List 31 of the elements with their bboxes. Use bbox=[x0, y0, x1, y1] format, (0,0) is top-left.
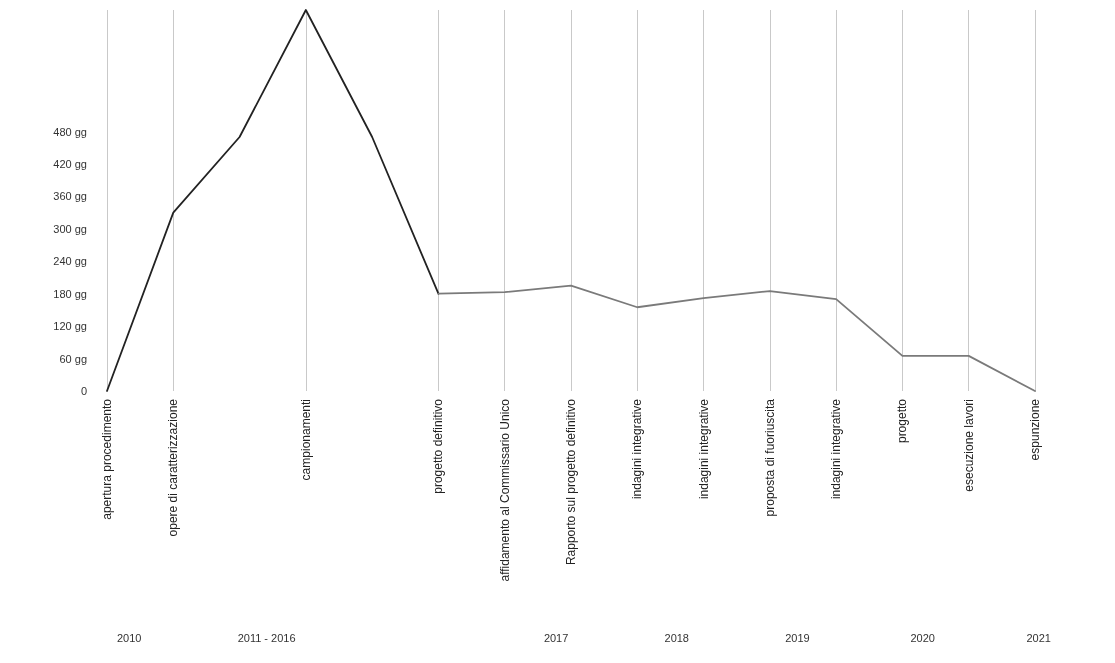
y-tick-label: 480 gg bbox=[53, 125, 87, 138]
y-tick-label: 0 bbox=[80, 385, 87, 397]
text: 2011 - 2016 bbox=[237, 631, 296, 644]
text: 2018 bbox=[664, 631, 689, 644]
x-tick-label: campionamenti bbox=[298, 399, 313, 481]
x-tick-label: indagini integrative bbox=[696, 398, 711, 500]
x-tick-label: Rapporto sul progetto definitivo bbox=[564, 398, 578, 566]
y-tick-label: 180 gg bbox=[53, 287, 87, 300]
x-tick-label: opere di caratterizzazione bbox=[166, 398, 181, 537]
text: 2019 bbox=[785, 631, 810, 644]
y-tick-label: 120 gg bbox=[53, 320, 87, 333]
y-tick-label: 300 gg bbox=[53, 222, 87, 235]
line-series bbox=[437, 284, 1036, 392]
x-tick-label: affidamento al Commissario Unico bbox=[497, 398, 512, 582]
text: 2021 bbox=[1026, 631, 1051, 644]
line-series bbox=[106, 9, 440, 392]
x-tick-label: progetto bbox=[895, 398, 910, 444]
x-tick-label: esecuzione lavori bbox=[961, 399, 976, 492]
text: 2010 bbox=[117, 631, 142, 644]
x-tick-label: progetto definitivo bbox=[431, 398, 446, 494]
x-tick-label: espunzione bbox=[1028, 398, 1042, 461]
x-tick-label: indagini integrative bbox=[829, 398, 844, 500]
y-tick-label: 60 gg bbox=[59, 352, 87, 365]
y-tick-label: 240 gg bbox=[53, 255, 87, 268]
text: 2017 bbox=[543, 631, 569, 644]
y-tick-label: 420 gg bbox=[53, 158, 87, 171]
x-tick-label: proposta di fuoriuscita bbox=[762, 398, 777, 517]
x-tick-label: indagini integrative bbox=[630, 398, 645, 500]
y-tick-label: 360 gg bbox=[53, 190, 87, 203]
text: 2020 bbox=[910, 631, 935, 644]
x-tick-label: apertura procedimento bbox=[100, 398, 114, 520]
